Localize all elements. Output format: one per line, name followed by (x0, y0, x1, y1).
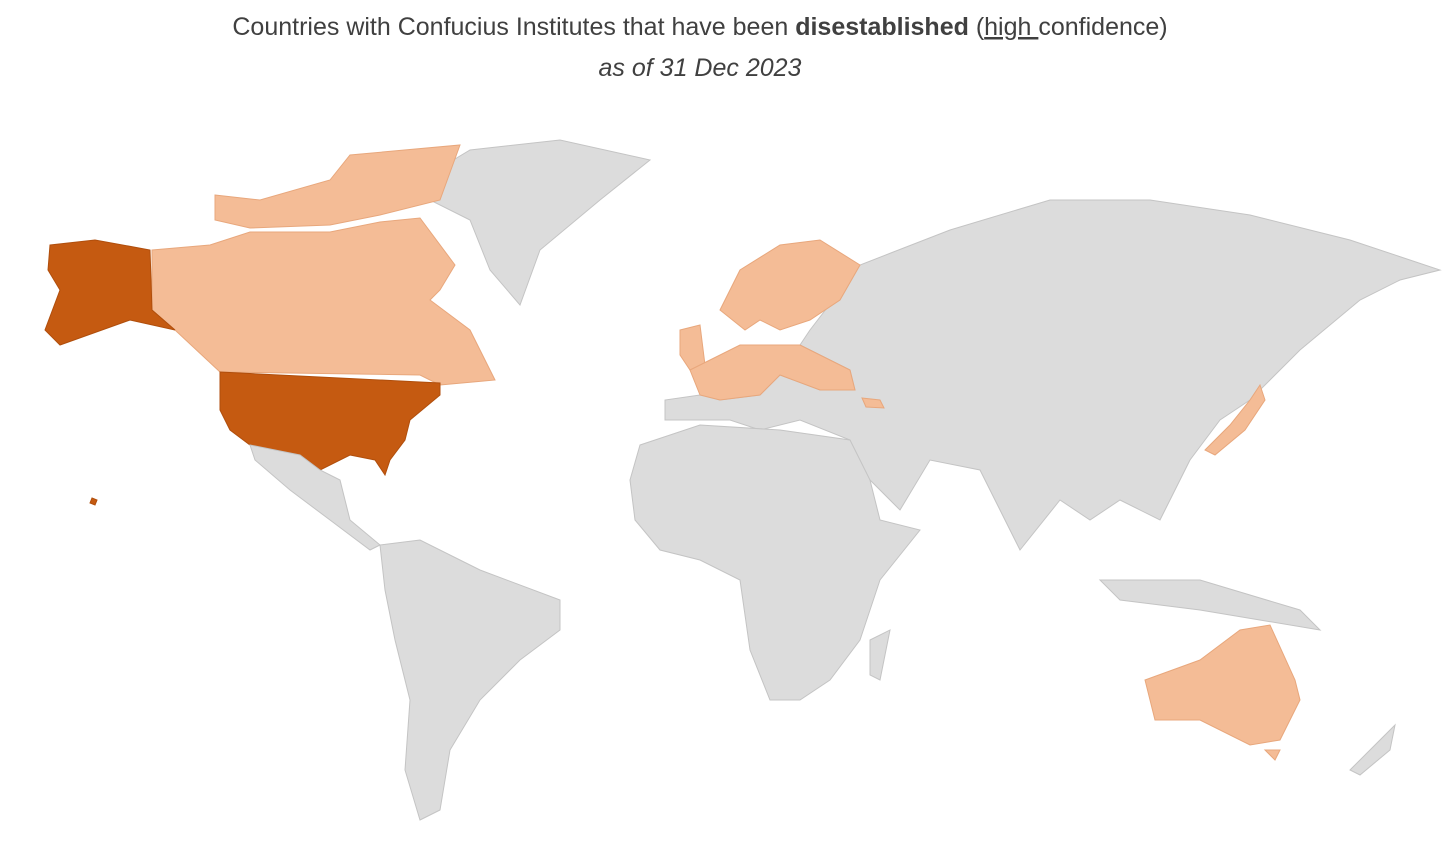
alaska (44, 239, 176, 346)
title-part: ( (969, 13, 985, 41)
uk (679, 324, 706, 371)
canada-islands (214, 144, 461, 229)
africa (629, 424, 921, 701)
japan (1204, 383, 1266, 456)
georgia (861, 397, 885, 409)
map-subtitle: as of 31 Dec 2023 (599, 54, 802, 82)
tasmania (1263, 749, 1281, 761)
western-europe (689, 344, 856, 401)
map-title: Countries with Confucius Institutes that… (232, 13, 1167, 41)
hawaii (89, 497, 98, 506)
usa (219, 371, 441, 477)
greenland (419, 139, 652, 306)
world-map (44, 139, 1442, 821)
title-part: Countries with Confucius Institutes that… (232, 13, 795, 41)
australia (1144, 624, 1301, 746)
new-zealand (1349, 723, 1396, 776)
title-part: confidence) (1038, 13, 1167, 41)
scandinavia (719, 239, 861, 331)
title-part: high (984, 13, 1038, 41)
south-america (379, 539, 561, 821)
canada (151, 217, 496, 386)
southeast-asia-islands (1098, 579, 1322, 631)
madagascar (869, 629, 891, 681)
title-part: disestablished (795, 13, 969, 41)
